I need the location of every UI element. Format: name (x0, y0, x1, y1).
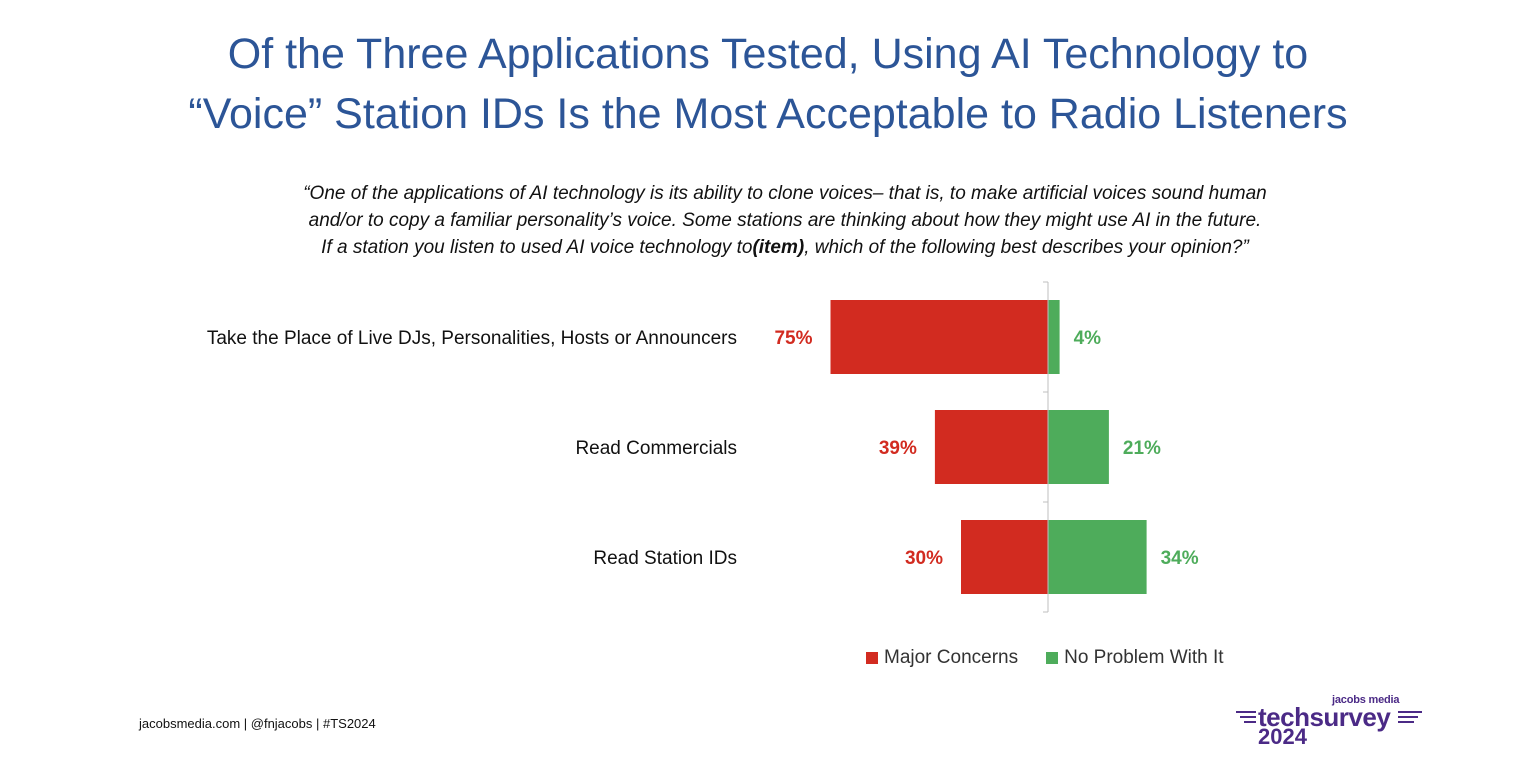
data-label-no-problem: 21% (1123, 438, 1161, 459)
question-line-3-post: , which of the following best describes … (804, 237, 1249, 258)
bar-no-problem (1048, 410, 1109, 484)
data-label-major-concerns: 75% (774, 328, 812, 349)
data-label-major-concerns: 39% (879, 438, 917, 459)
footer-credits: jacobsmedia.com | @fnjacobs | #TS2024 (139, 716, 376, 731)
legend-label-major-concerns: Major Concerns (884, 647, 1019, 668)
logo-year: 2024 (1258, 724, 1307, 749)
question-line-2: and/or to copy a familiar personality’s … (308, 210, 1262, 231)
data-label-major-concerns: 30% (905, 548, 943, 569)
logo-speed-lines (1236, 711, 1422, 723)
bar-no-problem (1048, 520, 1147, 594)
question-line-1: “One of the applications of AI technolog… (303, 183, 1267, 204)
data-label-no-problem: 34% (1161, 548, 1199, 569)
diverging-bar-chart: Take the Place of Live DJs, Personalitie… (207, 281, 1199, 613)
question-item-placeholder: (item) (752, 237, 805, 258)
chart-legend: Major Concerns No Problem With It (866, 647, 1252, 669)
question-line-3: If a station you listen to used AI voice… (200, 234, 1370, 261)
bar-major-concerns (830, 300, 1048, 374)
legend-label-no-problem: No Problem With It (1064, 647, 1224, 668)
logo-brand-small: jacobs media (1332, 694, 1400, 706)
legend-entry-no-problem: No Problem With It (1046, 647, 1224, 669)
legend-swatch-major-concerns (866, 652, 878, 664)
bar-major-concerns (934, 410, 1048, 484)
bar-no-problem (1048, 300, 1060, 374)
page-title: Of the Three Applications Tested, Using … (0, 24, 1536, 144)
question-line-3-pre: If a station you listen to used AI voice… (321, 237, 753, 258)
category-label: Read Commercials (575, 438, 737, 459)
category-label: Read Station IDs (593, 548, 737, 569)
survey-question: “One of the applications of AI technolog… (200, 180, 1370, 261)
bar-major-concerns (961, 520, 1048, 594)
logo-wordmark: techsurvey (1258, 702, 1391, 732)
title-line-1: Of the Three Applications Tested, Using … (227, 30, 1309, 78)
data-label-no-problem: 4% (1074, 328, 1102, 349)
category-label: Take the Place of Live DJs, Personalitie… (207, 328, 737, 349)
legend-entry-major-concerns: Major Concerns (866, 647, 1018, 669)
title-line-2: “Voice” Station IDs Is the Most Acceptab… (188, 90, 1348, 138)
legend-swatch-no-problem (1046, 652, 1059, 664)
techsurvey-logo: jacobs media techsurvey 2024 (1236, 694, 1426, 750)
